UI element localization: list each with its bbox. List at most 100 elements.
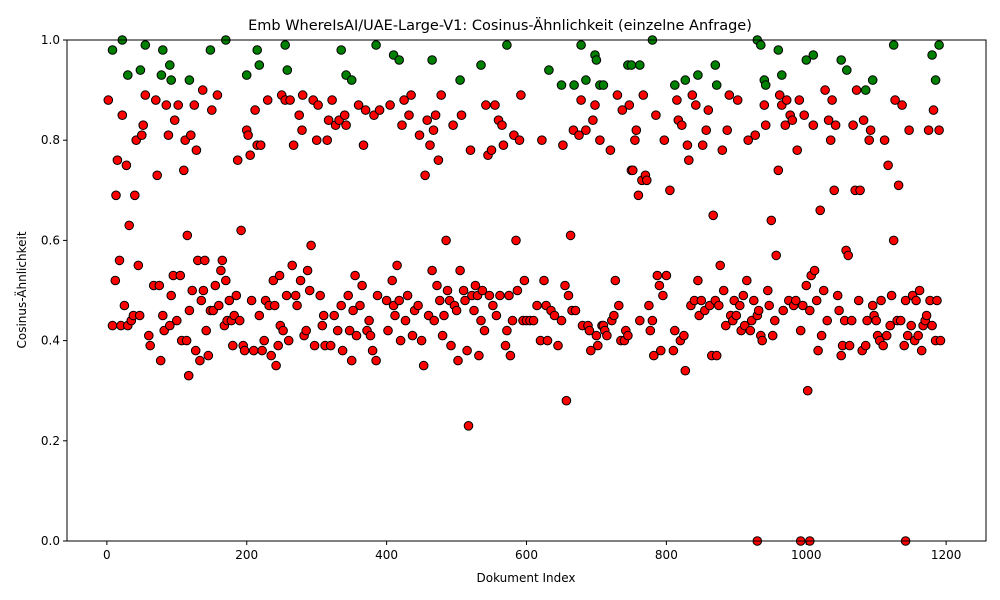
data-point bbox=[843, 250, 854, 261]
data-point bbox=[794, 95, 805, 105]
data-point bbox=[745, 325, 756, 336]
data-point bbox=[743, 135, 754, 145]
data-point bbox=[753, 305, 764, 316]
data-point bbox=[191, 145, 202, 155]
data-point bbox=[497, 120, 507, 130]
data-point bbox=[135, 65, 146, 75]
data-point bbox=[574, 130, 584, 140]
data-point bbox=[163, 130, 174, 140]
data-point bbox=[687, 90, 698, 100]
data-point bbox=[273, 340, 284, 351]
data-point bbox=[777, 70, 787, 80]
data-point bbox=[934, 125, 944, 135]
data-point bbox=[756, 40, 766, 50]
data-point bbox=[591, 55, 602, 65]
data-point bbox=[864, 135, 875, 145]
data-point bbox=[731, 310, 742, 321]
data-point bbox=[916, 345, 927, 356]
data-point bbox=[463, 421, 474, 431]
data-point bbox=[416, 335, 427, 346]
data-point bbox=[484, 290, 495, 301]
data-point bbox=[432, 280, 442, 291]
data-point bbox=[767, 330, 778, 341]
data-point bbox=[886, 290, 897, 301]
data-point bbox=[696, 295, 707, 306]
data-point bbox=[427, 265, 437, 276]
data-point bbox=[829, 185, 840, 196]
data-point bbox=[656, 345, 666, 356]
y-tick-label: 0.2 bbox=[41, 434, 60, 448]
data-point bbox=[867, 75, 878, 85]
data-point bbox=[539, 275, 549, 286]
x-tick-label: 800 bbox=[655, 548, 678, 562]
data-point bbox=[498, 140, 509, 150]
data-point bbox=[904, 125, 914, 135]
data-point bbox=[750, 130, 761, 140]
data-point bbox=[477, 285, 488, 296]
data-point bbox=[341, 120, 351, 130]
data-point bbox=[392, 260, 402, 271]
data-point bbox=[329, 310, 340, 321]
data-point bbox=[336, 300, 347, 311]
data-point bbox=[602, 330, 612, 341]
data-point bbox=[932, 295, 942, 306]
data-point bbox=[337, 345, 348, 356]
data-point bbox=[311, 135, 322, 145]
data-point bbox=[205, 45, 216, 55]
data-point bbox=[757, 335, 768, 346]
data-point bbox=[553, 340, 563, 351]
data-point bbox=[659, 135, 670, 145]
data-point bbox=[846, 315, 857, 326]
data-point bbox=[732, 95, 743, 105]
data-point bbox=[479, 325, 490, 336]
data-point bbox=[179, 165, 189, 176]
data-point bbox=[799, 110, 810, 120]
data-point bbox=[809, 265, 820, 276]
data-point bbox=[365, 330, 376, 341]
data-point bbox=[635, 60, 645, 70]
data-point bbox=[297, 90, 308, 100]
data-point bbox=[488, 300, 498, 311]
data-point bbox=[245, 150, 255, 160]
data-point bbox=[181, 335, 192, 346]
data-point bbox=[816, 330, 827, 341]
data-point bbox=[787, 115, 798, 125]
data-point bbox=[890, 95, 900, 105]
data-point bbox=[556, 80, 567, 90]
data-point bbox=[140, 90, 151, 100]
data-point bbox=[897, 100, 907, 110]
data-point bbox=[902, 330, 913, 341]
data-point bbox=[842, 65, 852, 75]
data-point bbox=[241, 70, 252, 80]
data-point bbox=[119, 300, 130, 311]
data-point bbox=[649, 350, 659, 361]
data-point bbox=[631, 125, 642, 135]
data-point bbox=[364, 315, 374, 326]
data-point bbox=[823, 115, 834, 125]
data-point bbox=[844, 340, 855, 351]
data-point bbox=[281, 290, 292, 301]
data-point bbox=[110, 275, 121, 286]
data-point bbox=[306, 240, 316, 251]
data-point bbox=[470, 280, 481, 291]
data-point bbox=[254, 310, 265, 321]
data-point bbox=[301, 325, 312, 336]
data-point bbox=[442, 285, 453, 296]
data-point bbox=[830, 120, 841, 130]
data-point bbox=[350, 270, 360, 281]
data-point bbox=[860, 340, 871, 351]
data-point bbox=[773, 45, 784, 55]
data-point bbox=[693, 275, 703, 286]
data-point bbox=[888, 235, 899, 246]
data-point bbox=[339, 110, 350, 120]
data-point bbox=[773, 165, 784, 176]
data-point bbox=[371, 40, 381, 50]
data-point bbox=[216, 265, 226, 276]
data-point bbox=[436, 90, 447, 100]
data-point bbox=[722, 125, 733, 135]
data-point bbox=[888, 40, 899, 50]
data-point bbox=[565, 230, 576, 241]
y-tick-label: 0.6 bbox=[41, 233, 60, 247]
data-point bbox=[563, 290, 574, 301]
